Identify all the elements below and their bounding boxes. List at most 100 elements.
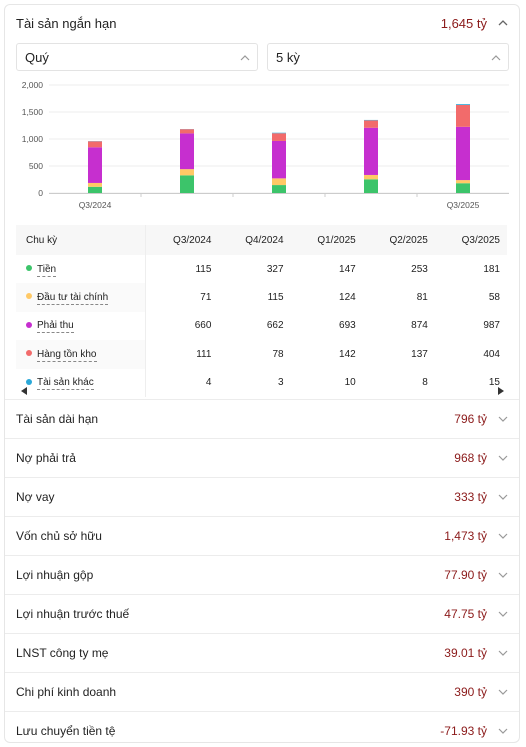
table-cell: 987 xyxy=(483,320,500,332)
bar-segment[interactable] xyxy=(364,127,378,175)
table-cell: 10 xyxy=(344,377,356,389)
row-label-inventory: Hàng tồn kho xyxy=(16,340,146,369)
metric-label: Lợi nhuận trước thuế xyxy=(16,607,130,621)
chevron-down-icon[interactable] xyxy=(497,686,509,698)
metric-row-net-profit-parent[interactable]: LNST công ty mẹ 39.01 tỷ xyxy=(5,633,519,672)
bar-segment[interactable] xyxy=(88,186,102,193)
bar-segment[interactable] xyxy=(364,174,378,180)
chevron-down-icon[interactable] xyxy=(497,608,509,620)
legend-dot-icon xyxy=(26,265,32,272)
bar-segment[interactable] xyxy=(272,178,286,186)
data-table-container[interactable]: Chu kỳ Q3/2024 Q4/2024 Q1/2025 Q2/2025 Q… xyxy=(16,225,507,397)
bar-segment[interactable] xyxy=(456,183,470,193)
range-select[interactable]: 5 kỳ xyxy=(267,43,509,71)
table-cell: 4 xyxy=(205,377,212,389)
data-table: Chu kỳ Q3/2024 Q4/2024 Q1/2025 Q2/2025 Q… xyxy=(16,225,507,397)
bar-segment[interactable] xyxy=(180,133,194,170)
table-cell: 142 xyxy=(339,348,356,360)
table-cell: 693 xyxy=(339,320,356,332)
series-label[interactable]: Tiền xyxy=(37,263,57,277)
section-title: Tài sản ngắn hạn xyxy=(16,16,117,31)
table-cell: 3 xyxy=(278,377,284,389)
scroll-right-icon[interactable] xyxy=(498,387,504,395)
table-header-period: Chu kỳ xyxy=(16,225,146,255)
series-label[interactable]: Phải thu xyxy=(37,320,74,334)
bar-segment[interactable] xyxy=(456,104,470,105)
row-label-cash: Tiền xyxy=(16,255,146,284)
metric-label: Tài sản dài hạn xyxy=(16,412,99,426)
bar-segment[interactable] xyxy=(180,169,194,176)
metric-value: 333 tỷ xyxy=(454,490,487,504)
metric-row-pretax-profit[interactable]: Lợi nhuận trước thuế 47.75 tỷ xyxy=(5,594,519,633)
bar-segment[interactable] xyxy=(272,185,286,193)
bar-segment[interactable] xyxy=(456,180,470,184)
metric-value: 968 tỷ xyxy=(454,451,487,465)
bar-segment[interactable] xyxy=(364,120,378,128)
table-cell: 147 xyxy=(339,263,356,275)
table-column-header: Q3/2024 xyxy=(145,225,219,255)
section-value: 1,645 tỷ xyxy=(440,16,487,31)
chevron-down-icon[interactable] xyxy=(497,725,509,737)
chevron-down-icon[interactable] xyxy=(497,452,509,464)
scroll-left-icon[interactable] xyxy=(21,387,27,395)
period-select[interactable]: Quý xyxy=(16,43,258,71)
metric-row-long-term-assets[interactable]: Tài sản dài hạn 796 tỷ xyxy=(5,399,519,438)
series-label[interactable]: Tài sản khác xyxy=(37,377,94,391)
chevron-down-icon[interactable] xyxy=(497,647,509,659)
metric-row-equity[interactable]: Vốn chủ sở hữu 1,473 tỷ xyxy=(5,516,519,555)
bar-segment[interactable] xyxy=(88,182,102,187)
table-row: Hàng tồn kho 111 78 142 137 404 xyxy=(16,340,507,369)
chevron-down-icon[interactable] xyxy=(497,569,509,581)
chevron-up-icon[interactable] xyxy=(497,17,509,29)
x-tick-label: Q3/2025 xyxy=(447,200,480,210)
financial-summary-card: Tài sản ngắn hạn 1,645 tỷ Quý 5 kỳ 2,000… xyxy=(4,4,520,743)
metric-label: Lưu chuyển tiền tệ xyxy=(16,724,116,738)
chevron-up-icon xyxy=(490,51,502,63)
chevron-down-icon[interactable] xyxy=(497,491,509,503)
table-cell: 327 xyxy=(266,263,284,275)
metric-row-debt[interactable]: Nợ vay 333 tỷ xyxy=(5,477,519,516)
metric-label: Chi phí kinh doanh xyxy=(16,685,117,699)
metric-row-liabilities[interactable]: Nợ phải trả 968 tỷ xyxy=(5,438,519,477)
bar-segment[interactable] xyxy=(180,175,194,193)
series-label[interactable]: Hàng tồn kho xyxy=(37,348,97,362)
metric-value: 796 tỷ xyxy=(454,412,487,426)
bar-segment[interactable] xyxy=(88,147,102,183)
chevron-down-icon[interactable] xyxy=(497,530,509,542)
metric-row-operating-expenses[interactable]: Chi phí kinh doanh 390 tỷ xyxy=(5,672,519,711)
chevron-down-icon[interactable] xyxy=(497,413,509,425)
metric-label: Nợ phải trả xyxy=(16,451,76,465)
table-column-header: Q1/2025 xyxy=(290,225,363,255)
metric-row-gross-profit[interactable]: Lợi nhuận gộp 77.90 tỷ xyxy=(5,555,519,594)
table-cell: 111 xyxy=(196,348,212,360)
metric-value: -71.93 tỷ xyxy=(440,724,487,738)
bar-segment[interactable] xyxy=(272,132,286,134)
table-column-header: Q3/2025 xyxy=(434,225,507,255)
series-label[interactable]: Đầu tư tài chính xyxy=(37,292,109,306)
bar-segment[interactable] xyxy=(88,141,102,148)
metric-value: 390 tỷ xyxy=(454,685,487,699)
bar-segment[interactable] xyxy=(456,126,470,181)
y-tick-label: 1,000 xyxy=(22,134,44,144)
table-cell: 71 xyxy=(200,292,212,304)
bar-segment[interactable] xyxy=(272,140,286,179)
metric-row-cash-flow[interactable]: Lưu chuyển tiền tệ -71.93 tỷ xyxy=(5,711,519,742)
bar-segment[interactable] xyxy=(180,129,194,134)
table-cell: 81 xyxy=(416,292,428,304)
bar-segment[interactable] xyxy=(364,179,378,193)
table-cell: 253 xyxy=(411,263,428,275)
y-tick-label: 2,000 xyxy=(22,80,44,90)
table-cell: 874 xyxy=(411,320,428,332)
metric-label: Lợi nhuận gộp xyxy=(16,568,94,582)
bar-segment[interactable] xyxy=(272,133,286,141)
row-label-investments: Đầu tư tài chính xyxy=(16,283,146,312)
table-row: Tiền 115 327 147 253 181 xyxy=(16,255,507,284)
range-select-value: 5 kỳ xyxy=(276,50,300,65)
y-tick-label: 1,500 xyxy=(22,107,44,117)
table-header-row: Chu kỳ Q3/2024 Q4/2024 Q1/2025 Q2/2025 Q… xyxy=(16,225,507,255)
y-tick-label: 500 xyxy=(29,161,43,171)
table-cell: 137 xyxy=(411,348,428,360)
bar-segment[interactable] xyxy=(456,104,470,127)
y-tick-label: 0 xyxy=(38,188,43,198)
section-header-current-assets[interactable]: Tài sản ngắn hạn 1,645 tỷ xyxy=(5,5,519,41)
